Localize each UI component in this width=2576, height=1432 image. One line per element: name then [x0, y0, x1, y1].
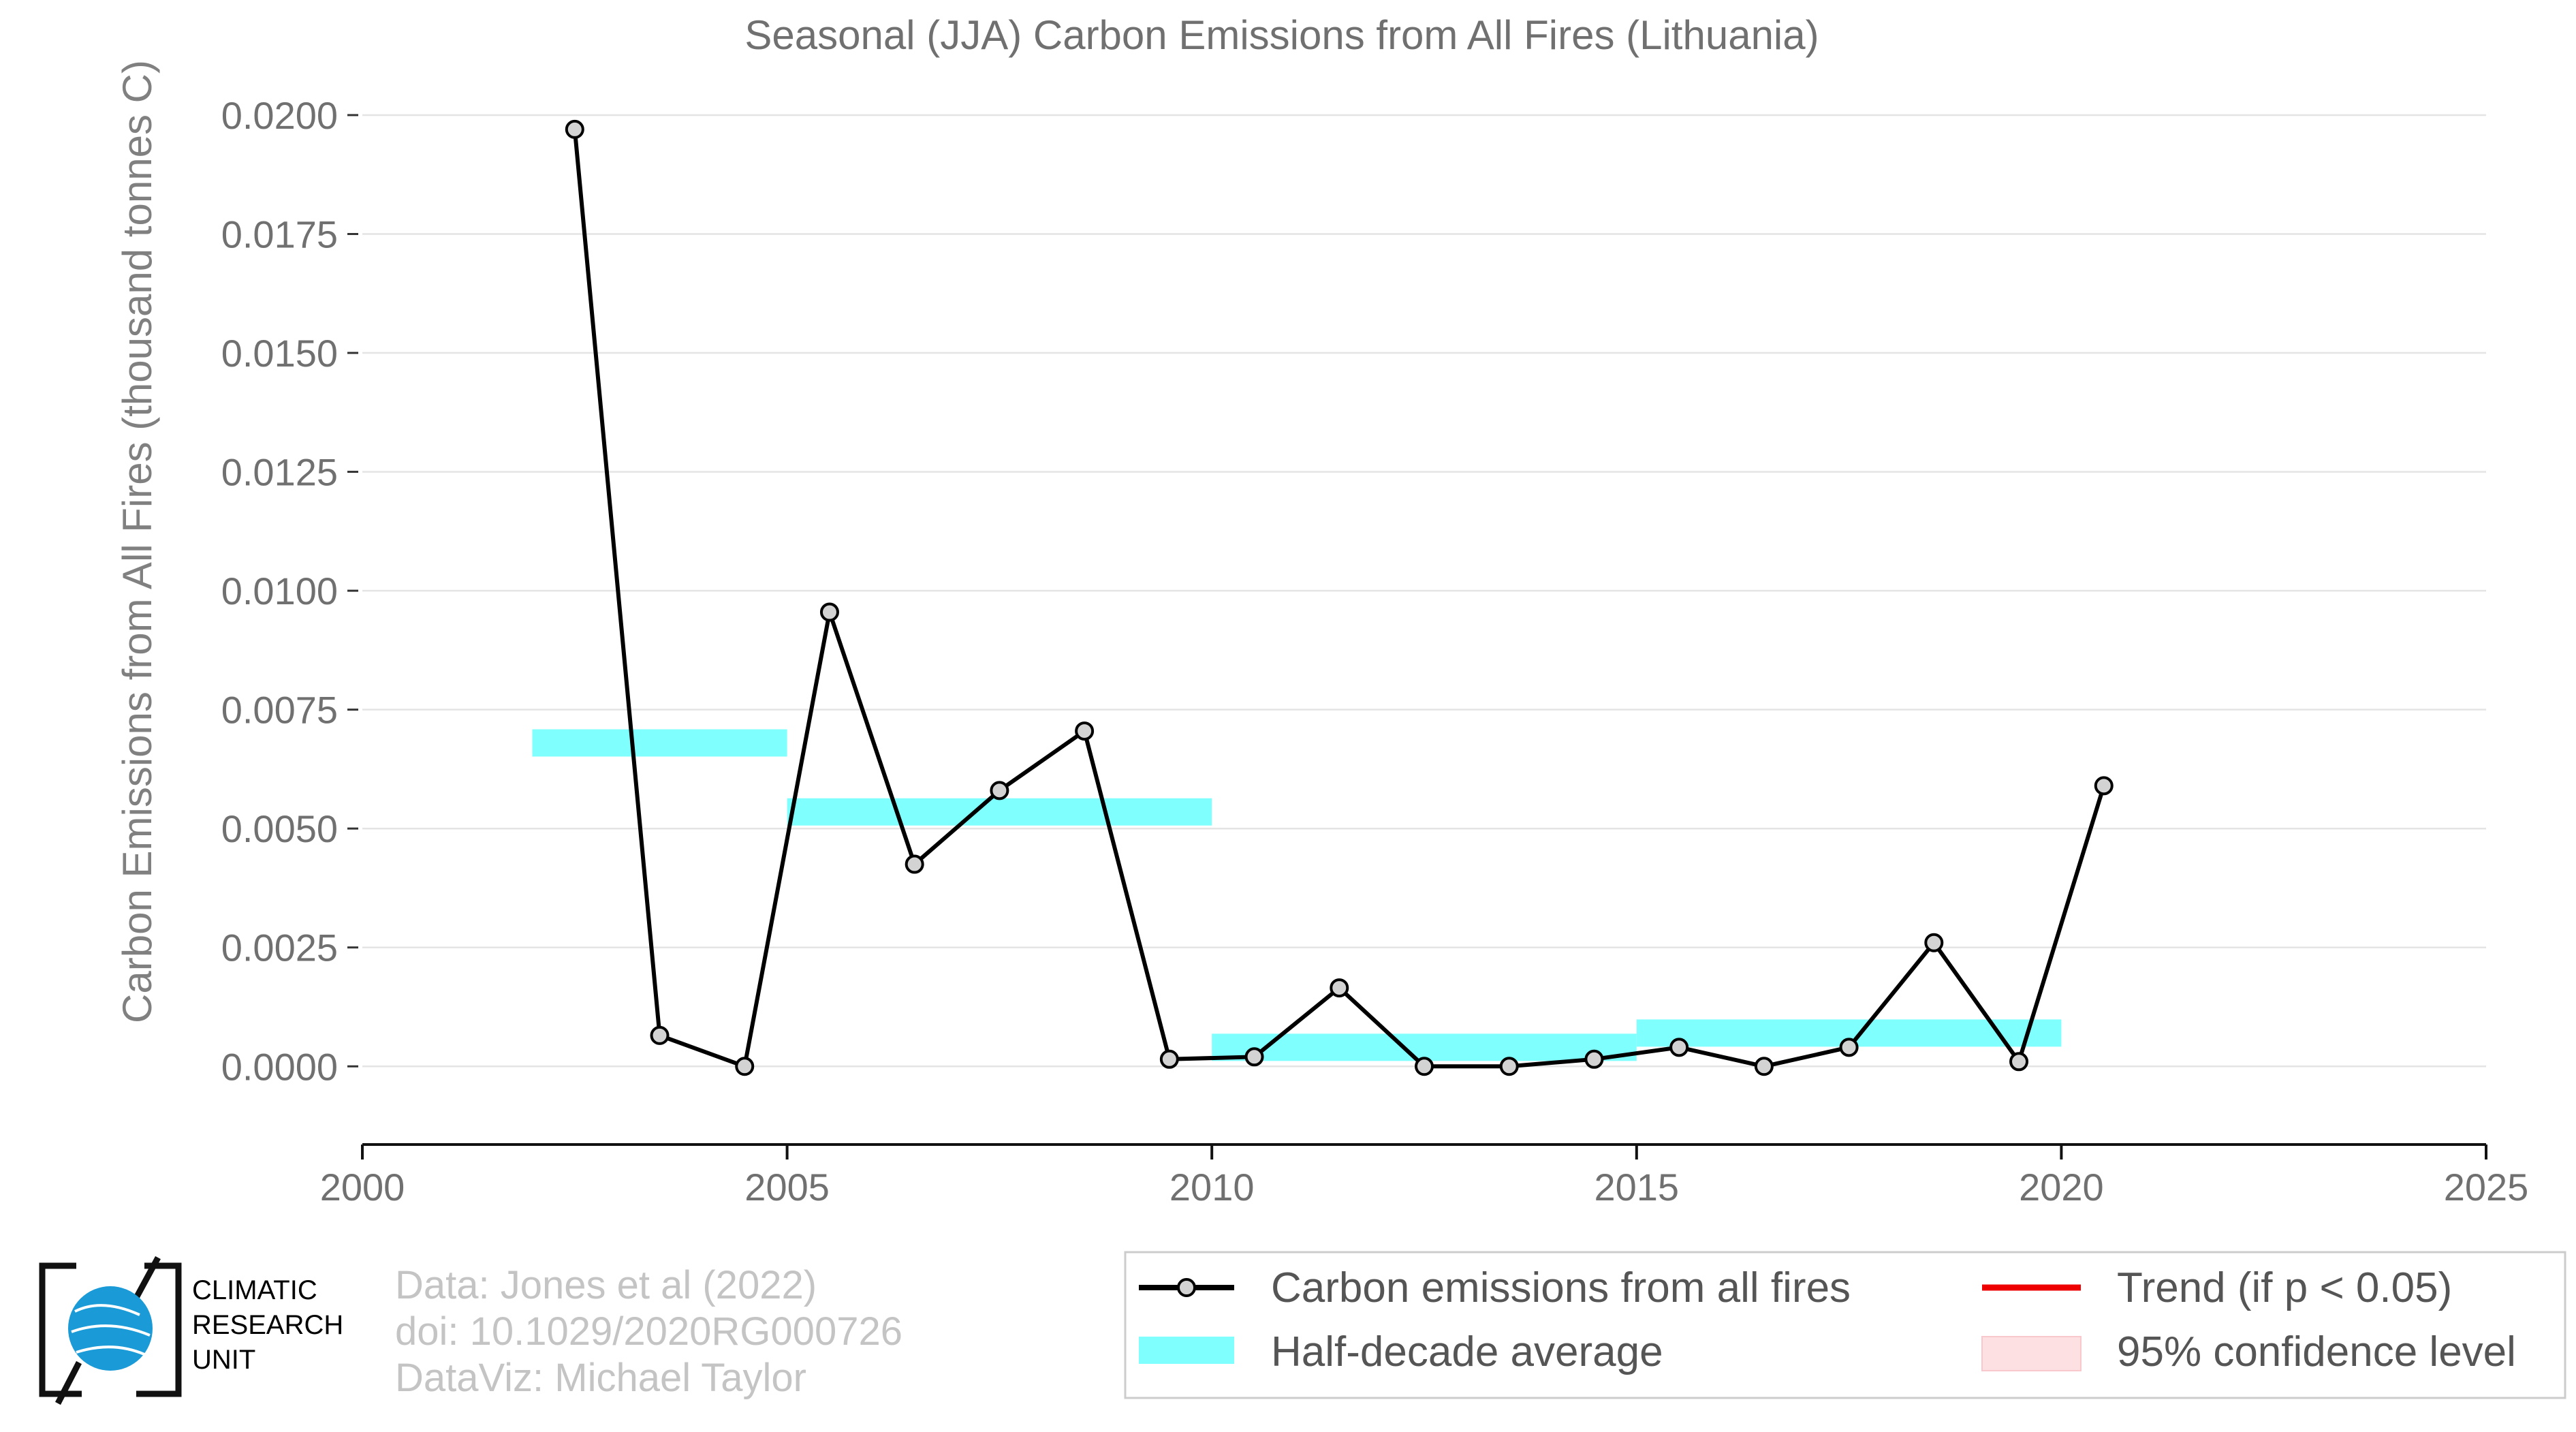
y-tick-label-4: 0.0100 — [221, 570, 338, 612]
legend-swatch-confidence — [1981, 1336, 2082, 1371]
data-point-16 — [1924, 933, 1944, 952]
data-point-6 — [1075, 721, 1095, 741]
legend-label-confidence: 95% confidence level — [2117, 1328, 2516, 1375]
x-tick-label-3: 2015 — [1595, 1166, 1680, 1209]
logo-line2: RESEARCH — [192, 1310, 343, 1340]
data-point-15 — [1839, 1038, 1859, 1057]
data-point-17 — [2009, 1052, 2029, 1072]
legend-frame — [1124, 1251, 2566, 1399]
data-point-13 — [1669, 1038, 1689, 1057]
x-axis: 2000 2005 2010 2015 2020 2025 — [320, 1143, 2529, 1209]
grid-lines — [347, 114, 2486, 1068]
data-point-2 — [735, 1057, 755, 1076]
data-point-8 — [1244, 1047, 1264, 1067]
y-tick-label-8: 0.0200 — [221, 94, 338, 137]
half-decade-band-0 — [532, 729, 787, 757]
x-tick-label-2: 2010 — [1169, 1166, 1255, 1209]
data-point-5 — [990, 781, 1009, 800]
data-point-0 — [565, 119, 584, 139]
globe-swirl-icon — [71, 1304, 151, 1356]
y-tick-label-0: 0.0000 — [221, 1045, 338, 1088]
data-point-1 — [650, 1025, 670, 1045]
y-tick-label-6: 0.0150 — [221, 332, 338, 375]
credit-data: Data: Jones et al (2022) — [395, 1263, 817, 1307]
y-tick-label-3: 0.0075 — [221, 689, 338, 732]
data-point-14 — [1754, 1057, 1774, 1076]
half-decade-band-2 — [1212, 1033, 1637, 1061]
credit-dataviz: DataViz: Michael Taylor — [395, 1356, 806, 1400]
legend-swatch-half-decade — [1139, 1337, 1234, 1364]
x-tick-label-4: 2020 — [2019, 1166, 2104, 1209]
y-axis-label: Carbon Emissions from All Fires (thousan… — [114, 60, 160, 1023]
logo: CLIMATIC RESEARCH UNIT — [39, 1256, 343, 1405]
data-point-7 — [1159, 1049, 1179, 1069]
chart-title: Seasonal (JJA) Carbon Emissions from All… — [744, 12, 1819, 58]
x-tick-label-1: 2005 — [744, 1166, 830, 1209]
y-tick-labels: 0.0000 0.0025 0.0050 0.0075 0.0100 0.0125 0.01… — [221, 94, 338, 1088]
data-point-10 — [1415, 1057, 1434, 1076]
data-point-3 — [819, 602, 839, 622]
legend: Carbon emissions from all fires Trend (i… — [1124, 1251, 2566, 1399]
data-point-12 — [1584, 1049, 1604, 1069]
logo-line1: CLIMATIC — [192, 1275, 317, 1305]
half-decade-band-1 — [787, 798, 1212, 826]
credit-doi: doi: 10.1029/2020RG000726 — [395, 1309, 902, 1354]
x-tick-label-0: 2000 — [320, 1166, 405, 1209]
data-point-9 — [1330, 978, 1349, 998]
y-tick-label-1: 0.0025 — [221, 927, 338, 969]
y-tick-label-2: 0.0050 — [221, 807, 338, 850]
y-tick-label-7: 0.0175 — [221, 213, 338, 255]
logo-slash-icon — [55, 1256, 161, 1405]
series-line — [572, 129, 2106, 1069]
logo-line3: UNIT — [192, 1345, 255, 1375]
series-markers — [565, 119, 2114, 1076]
emissions-line — [572, 129, 2106, 1069]
legend-label-half-decade: Half-decade average — [1271, 1328, 1663, 1375]
y-tick-label-5: 0.0125 — [221, 451, 338, 494]
legend-marker-emissions — [1177, 1278, 1196, 1297]
x-tick-label-5: 2025 — [2444, 1166, 2529, 1209]
legend-label-trend: Trend (if p < 0.05) — [2117, 1264, 2452, 1311]
half-decade-bands — [532, 729, 2062, 1061]
data-point-18 — [2094, 776, 2114, 796]
data-point-11 — [1499, 1057, 1519, 1076]
data-point-4 — [905, 854, 924, 874]
legend-label-emissions: Carbon emissions from all fires — [1271, 1264, 1851, 1311]
